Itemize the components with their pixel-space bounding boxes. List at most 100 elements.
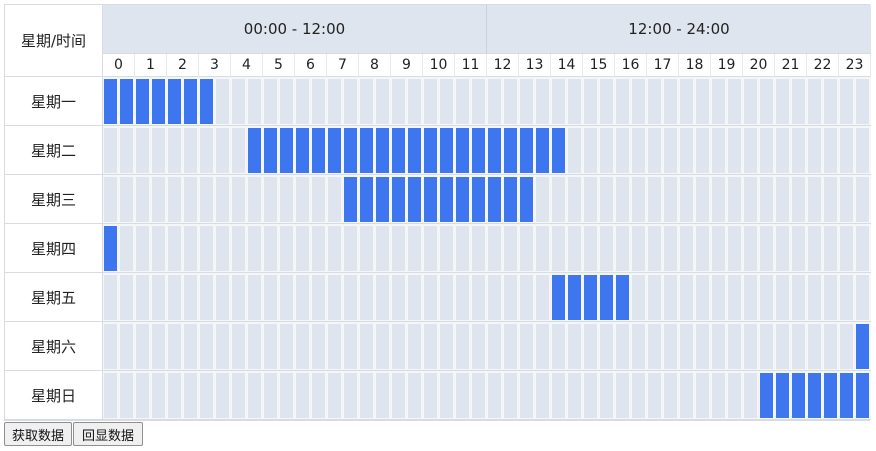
time-slot[interactable]	[232, 79, 245, 124]
time-slot[interactable]	[376, 177, 389, 222]
time-slot[interactable]	[568, 177, 581, 222]
time-slot[interactable]	[600, 79, 613, 124]
time-slot[interactable]	[360, 373, 373, 418]
time-slot[interactable]	[296, 79, 309, 124]
time-slot[interactable]	[200, 177, 213, 222]
time-slot[interactable]	[584, 373, 597, 418]
time-slot[interactable]	[328, 177, 341, 222]
time-slot[interactable]	[408, 275, 421, 320]
time-slot[interactable]	[568, 226, 581, 271]
time-slot[interactable]	[472, 177, 485, 222]
time-slot[interactable]	[200, 226, 213, 271]
time-slot[interactable]	[312, 177, 325, 222]
time-slot[interactable]	[840, 177, 853, 222]
time-slot[interactable]	[840, 275, 853, 320]
time-slot[interactable]	[536, 128, 549, 173]
time-slot[interactable]	[472, 275, 485, 320]
time-slot[interactable]	[808, 226, 821, 271]
time-slot[interactable]	[120, 128, 133, 173]
time-slot[interactable]	[136, 324, 149, 369]
time-slot[interactable]	[776, 177, 789, 222]
time-slot[interactable]	[616, 324, 629, 369]
time-slot[interactable]	[584, 79, 597, 124]
time-slot[interactable]	[360, 226, 373, 271]
time-slot[interactable]	[168, 79, 181, 124]
time-slot[interactable]	[232, 177, 245, 222]
time-slot[interactable]	[552, 79, 565, 124]
time-slot[interactable]	[760, 79, 773, 124]
time-slot[interactable]	[728, 373, 741, 418]
time-slot[interactable]	[344, 226, 357, 271]
time-slot[interactable]	[136, 275, 149, 320]
time-slot[interactable]	[680, 373, 693, 418]
time-slot[interactable]	[120, 324, 133, 369]
time-slot[interactable]	[616, 128, 629, 173]
time-slot[interactable]	[104, 128, 117, 173]
time-slot[interactable]	[296, 128, 309, 173]
time-slot[interactable]	[792, 79, 805, 124]
time-slot[interactable]	[104, 226, 117, 271]
time-slot[interactable]	[424, 226, 437, 271]
time-slot[interactable]	[856, 275, 869, 320]
time-slot[interactable]	[568, 128, 581, 173]
time-slot[interactable]	[248, 373, 261, 418]
time-slot[interactable]	[696, 226, 709, 271]
time-slot[interactable]	[120, 275, 133, 320]
time-slot[interactable]	[136, 79, 149, 124]
time-slot[interactable]	[552, 226, 565, 271]
time-slot[interactable]	[504, 79, 517, 124]
time-slot[interactable]	[824, 275, 837, 320]
time-slot[interactable]	[584, 275, 597, 320]
time-slot[interactable]	[136, 177, 149, 222]
time-slot[interactable]	[296, 275, 309, 320]
time-slot[interactable]	[424, 177, 437, 222]
time-slot[interactable]	[456, 177, 469, 222]
time-slot[interactable]	[648, 128, 661, 173]
time-slot[interactable]	[392, 373, 405, 418]
time-slot[interactable]	[168, 373, 181, 418]
time-slot[interactable]	[440, 275, 453, 320]
time-slot[interactable]	[648, 226, 661, 271]
time-slot[interactable]	[440, 128, 453, 173]
time-slot[interactable]	[376, 128, 389, 173]
time-slot[interactable]	[520, 373, 533, 418]
time-slot[interactable]	[808, 275, 821, 320]
time-slot[interactable]	[264, 177, 277, 222]
time-slot[interactable]	[696, 79, 709, 124]
time-slot[interactable]	[696, 324, 709, 369]
time-slot[interactable]	[792, 128, 805, 173]
time-slot[interactable]	[728, 79, 741, 124]
time-slot[interactable]	[600, 177, 613, 222]
time-slot[interactable]	[504, 177, 517, 222]
time-slot[interactable]	[328, 324, 341, 369]
time-slot[interactable]	[408, 373, 421, 418]
time-slot[interactable]	[760, 324, 773, 369]
time-slot[interactable]	[632, 373, 645, 418]
time-slot[interactable]	[616, 373, 629, 418]
time-slot[interactable]	[808, 79, 821, 124]
time-slot[interactable]	[360, 79, 373, 124]
time-slot[interactable]	[168, 128, 181, 173]
time-slot[interactable]	[152, 79, 165, 124]
time-slot[interactable]	[440, 324, 453, 369]
time-slot[interactable]	[216, 275, 229, 320]
time-slot[interactable]	[536, 177, 549, 222]
time-slot[interactable]	[456, 226, 469, 271]
time-slot[interactable]	[488, 177, 501, 222]
time-slot[interactable]	[680, 177, 693, 222]
time-slot[interactable]	[504, 373, 517, 418]
time-slot[interactable]	[104, 79, 117, 124]
time-slot[interactable]	[616, 177, 629, 222]
time-slot[interactable]	[776, 79, 789, 124]
time-slot[interactable]	[744, 324, 757, 369]
time-slot[interactable]	[632, 128, 645, 173]
time-slot[interactable]	[488, 275, 501, 320]
time-slot[interactable]	[120, 373, 133, 418]
time-slot[interactable]	[296, 373, 309, 418]
time-slot[interactable]	[376, 226, 389, 271]
time-slot[interactable]	[680, 275, 693, 320]
time-slot[interactable]	[712, 128, 725, 173]
time-slot[interactable]	[584, 177, 597, 222]
time-slot[interactable]	[632, 324, 645, 369]
time-slot[interactable]	[408, 79, 421, 124]
